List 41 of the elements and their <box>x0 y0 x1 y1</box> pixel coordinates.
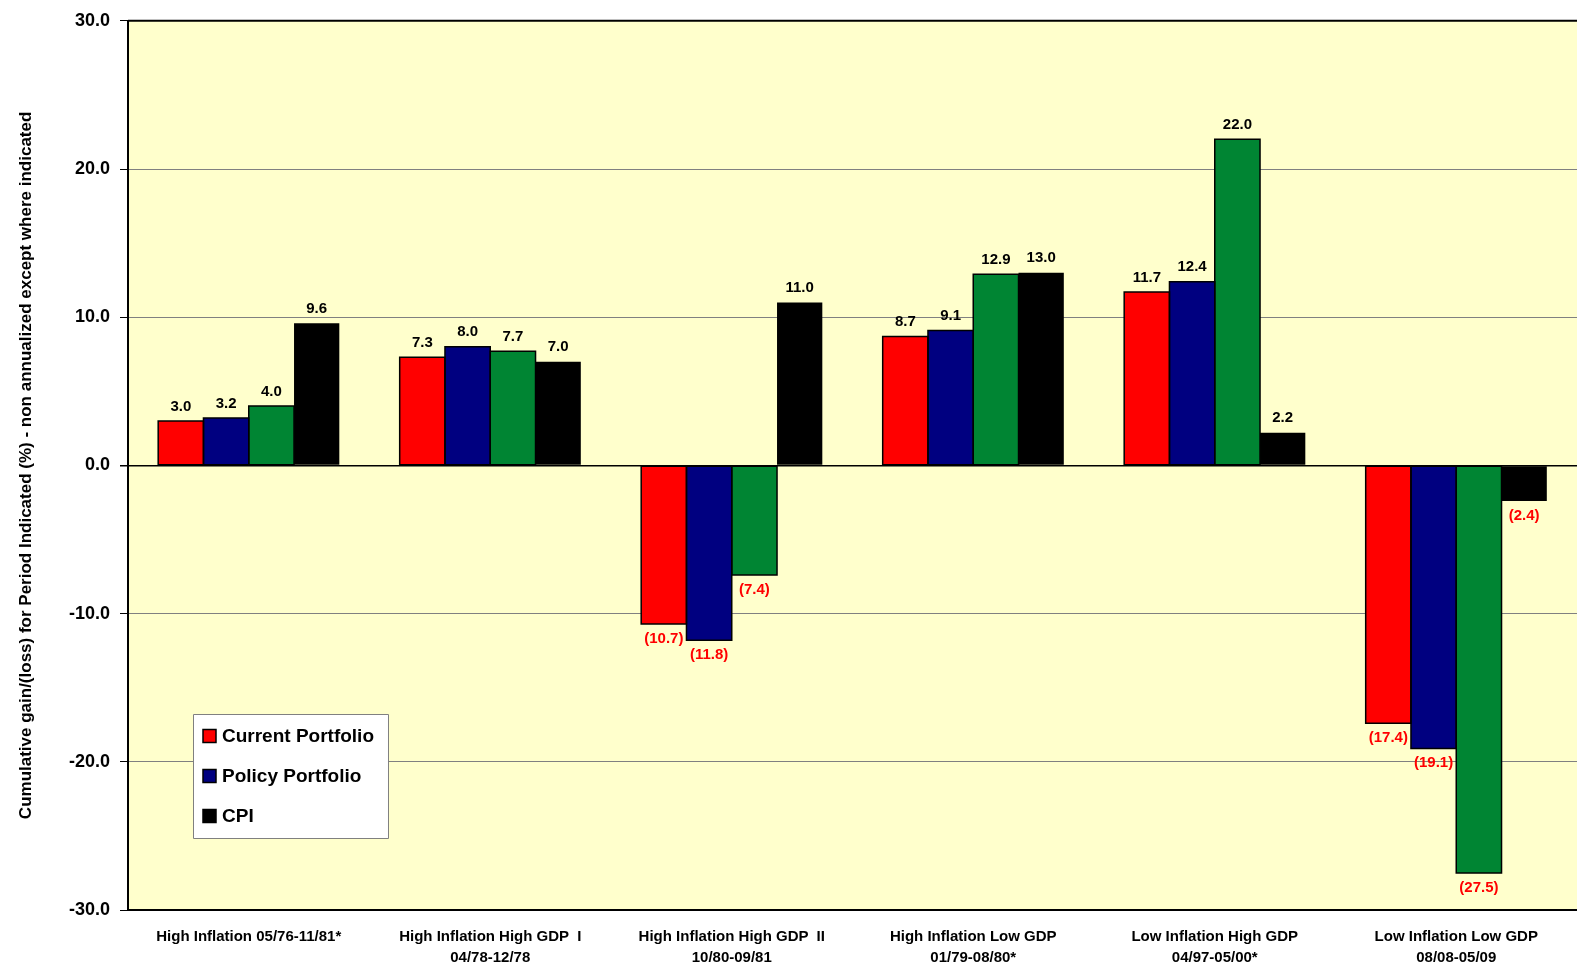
legend-label: Current Portfolio <box>222 725 374 747</box>
data-label: 7.7 <box>502 326 524 344</box>
data-label: 8.7 <box>894 312 916 330</box>
data-label: 3.2 <box>215 393 237 411</box>
data-label: 2.2 <box>1272 408 1294 426</box>
data-label: 8.0 <box>457 322 479 340</box>
x-tick-label: Low Inflation High GDP 04/97-05/00* <box>1131 926 1299 965</box>
data-label: 3.0 <box>170 396 192 414</box>
data-label: 22.0 <box>1222 115 1252 132</box>
data-label: (7.4) <box>738 579 770 597</box>
data-label: 11.7 <box>1132 267 1162 285</box>
y-tick-label: 0.0 <box>84 454 110 475</box>
x-tick-label: High Inflation 05/76-11/81* <box>156 926 342 944</box>
data-label: (17.4) <box>1368 727 1408 745</box>
x-tick-label: High Inflation Low GDP 01/79-08/80* <box>889 926 1057 965</box>
x-tick-label: Low Inflation Low GDP 08/08-05/09 <box>1374 926 1538 965</box>
data-label: 9.6 <box>306 298 328 316</box>
data-label: 9.1 <box>940 306 962 324</box>
data-label: (19.1) <box>1414 753 1454 771</box>
legend-label: Policy Portfolio <box>222 765 362 787</box>
y-tick-label: -20.0 <box>68 750 110 771</box>
data-label: (2.4) <box>1508 505 1540 523</box>
x-tick-label: High Inflation High GDP II 10/80-09/81 <box>638 926 825 965</box>
y-axis-title: Cumulative gain/(loss) for Period Indicated (%) - non annualized except where indicated <box>15 111 35 820</box>
x-tick-label: High Inflation High GDP I 04/78-12/78 <box>399 926 582 965</box>
data-label: 13.0 <box>1026 248 1056 266</box>
data-label: 11.0 <box>785 278 814 296</box>
y-tick-label: -30.0 <box>68 898 110 919</box>
data-label: (10.7) <box>644 628 684 646</box>
legend-label: CPI <box>222 805 254 827</box>
y-tick-label: 10.0 <box>74 306 110 327</box>
data-label: 4.0 <box>260 381 282 399</box>
data-label: 12.4 <box>1177 257 1208 275</box>
data-label: 7.0 <box>547 337 569 355</box>
y-tick-label: 30.0 <box>74 9 110 30</box>
y-tick-label: -10.0 <box>68 602 110 623</box>
data-label: 7.3 <box>411 332 433 350</box>
data-label: 12.9 <box>981 249 1011 267</box>
y-tick-label: 20.0 <box>74 157 110 178</box>
data-label: (27.5) <box>1459 877 1499 895</box>
data-label: (11.8) <box>689 644 729 662</box>
